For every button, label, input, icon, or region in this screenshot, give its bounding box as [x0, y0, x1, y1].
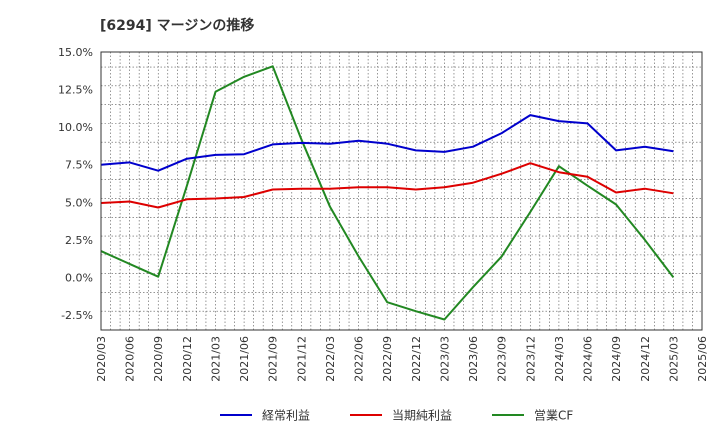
x-tick-label: 2025/06 [696, 336, 709, 382]
x-tick-label: 2020/03 [95, 336, 108, 382]
x-tick-label: 2022/06 [353, 336, 366, 382]
x-tick-label: 2021/12 [295, 336, 308, 382]
y-tick-label: 7.5% [65, 159, 93, 172]
x-tick-label: 2020/12 [181, 336, 194, 382]
x-tick-label: 2021/09 [267, 336, 280, 382]
series-line-2 [100, 65, 675, 321]
x-tick-label: 2023/06 [467, 336, 480, 382]
y-tick-label: 12.5% [58, 84, 93, 97]
y-tick-label: 2.5% [65, 234, 93, 247]
legend-label: 営業CF [534, 409, 573, 423]
y-axis-ticks: 15.0% 12.5% 10.0% 7.5% 5.0% 2.5% 0.0% -2.5% [58, 46, 93, 322]
y-tick-label: 15.0% [58, 46, 93, 59]
y-tick-label: 5.0% [65, 196, 93, 209]
plot-frame [100, 51, 703, 331]
x-tick-label: 2023/09 [496, 336, 509, 382]
x-tick-label: 2024/09 [610, 336, 623, 382]
x-tick-label: 2024/06 [582, 336, 595, 382]
x-tick-label: 2020/06 [124, 336, 137, 382]
legend: 経常利益 当期純利益 営業CF [220, 409, 573, 423]
chart-title: [6294] マージンの推移 [100, 17, 254, 34]
x-tick-label: 2023/03 [438, 336, 451, 382]
x-tick-label: 2024/12 [639, 336, 652, 382]
y-tick-label: 0.0% [65, 271, 93, 284]
x-tick-label: 2021/03 [209, 336, 222, 382]
x-tick-label: 2023/12 [524, 336, 537, 382]
legend-label: 当期純利益 [392, 409, 452, 423]
x-tick-label: 2022/12 [410, 336, 423, 382]
y-tick-label: 10.0% [58, 121, 93, 134]
series-line-1 [100, 162, 674, 209]
x-tick-label: 2021/06 [238, 336, 251, 382]
x-tick-label: 2022/03 [324, 336, 337, 382]
x-axis-ticks: 2020/03 2020/06 2020/09 2020/12 2021/03 2021/… [95, 336, 709, 382]
series-layer [100, 65, 675, 321]
x-tick-label: 2022/09 [381, 336, 394, 382]
grid-layer [101, 52, 702, 330]
series-line-0 [100, 114, 674, 172]
x-tick-label: 2024/03 [553, 336, 566, 382]
y-tick-label: -2.5% [61, 309, 93, 322]
legend-label: 経常利益 [262, 409, 310, 423]
x-tick-label: 2020/09 [152, 336, 165, 382]
x-tick-label: 2025/03 [667, 336, 680, 382]
